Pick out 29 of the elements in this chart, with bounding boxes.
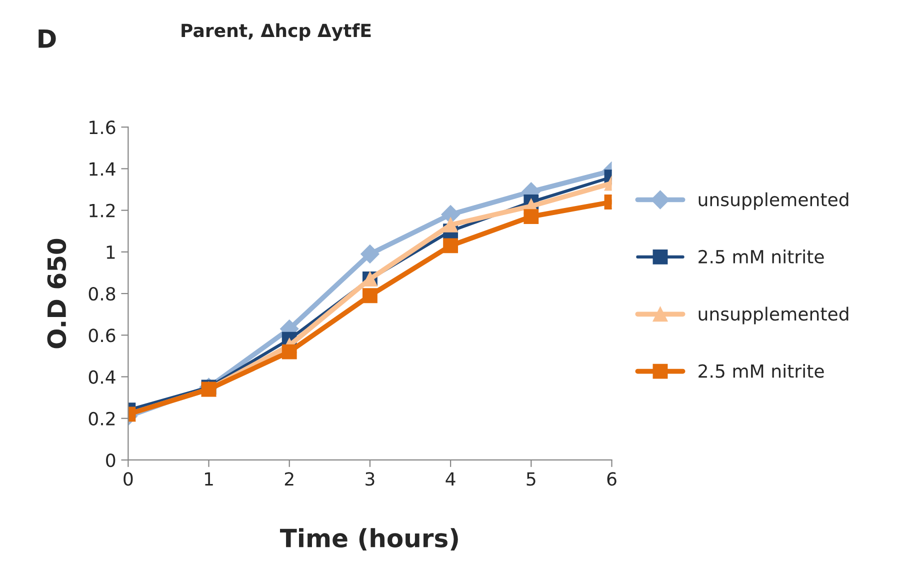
x-tick-label: 6	[607, 472, 616, 486]
point	[360, 244, 380, 264]
y-tick-label: 1.2	[90, 204, 115, 218]
x-tick-label: 2	[284, 472, 294, 486]
point	[362, 288, 378, 304]
legend-label: unsupplemented	[698, 192, 848, 210]
point	[443, 217, 458, 232]
y-tick-label: 1	[106, 246, 115, 259]
y-tick-label: 0.8	[88, 287, 116, 301]
x-tick-label: 0	[124, 472, 133, 486]
y-axis-title: O.D 650	[47, 238, 66, 348]
text: D	[38, 29, 56, 48]
y-tick-label: 0.6	[88, 328, 116, 342]
x-tick-label: 4	[446, 472, 456, 486]
point	[443, 238, 458, 254]
point	[282, 344, 297, 360]
y-tick-label: 0.4	[88, 370, 116, 384]
legend-label: 2.5 mM nitrite	[698, 250, 824, 264]
y-tick-label: 1.6	[90, 120, 116, 134]
y-tick-label: 0.2	[88, 412, 115, 426]
x-tick-label: 1	[205, 472, 213, 486]
x-tick-label: 3	[366, 472, 374, 486]
y-tick-label: 0	[106, 453, 116, 468]
legend-label: 2.5 mM nitrite	[698, 364, 824, 378]
x-axis-title: Time (hours)	[280, 528, 458, 550]
y-tick-label: 1.4	[90, 162, 116, 176]
x-tick-label: 5	[526, 472, 536, 486]
chart-title: Parent, Δhcp ΔytfE	[182, 23, 371, 41]
legend-label: unsupplemented	[698, 306, 848, 324]
